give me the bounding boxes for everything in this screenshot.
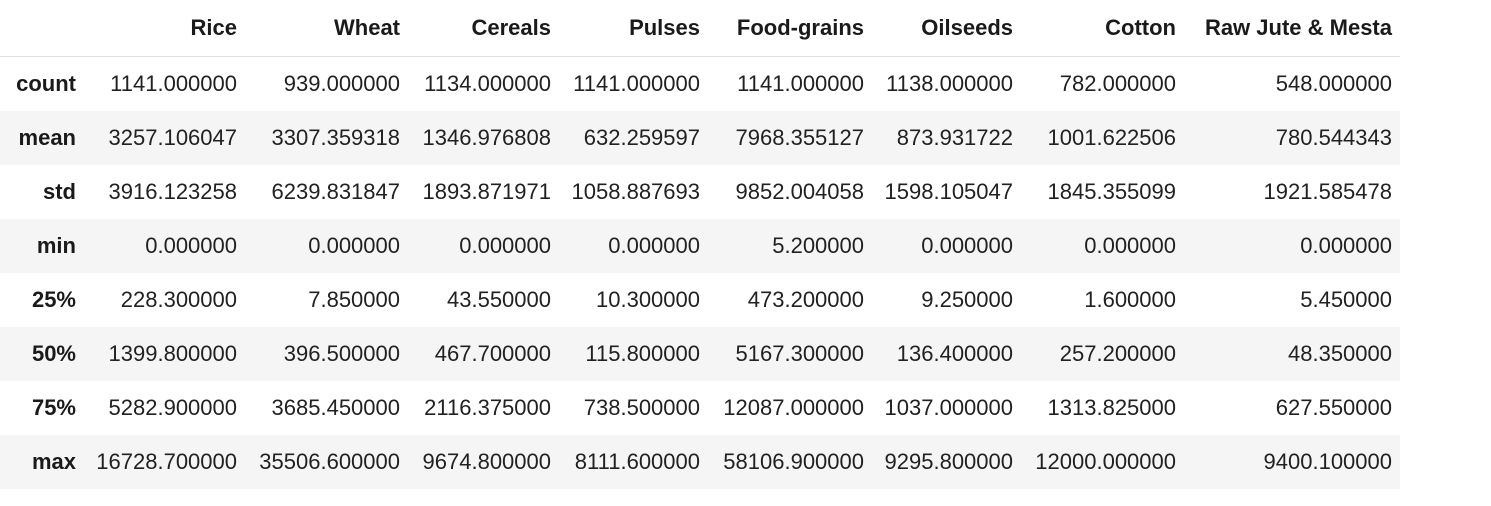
table-cell-75-wheat: 3685.450000 [271, 395, 400, 420]
table-cell-mean-cotton: 1001.622506 [1047, 125, 1176, 150]
table-cell-max-oilseeds: 9295.800000 [884, 449, 1013, 474]
table-cell-max-wheat: 35506.600000 [259, 449, 400, 474]
table-cell-25-wheat: 7.850000 [308, 287, 400, 312]
table-cell-count-cereals: 1134.000000 [424, 71, 551, 96]
row-label-max: max [31, 449, 76, 474]
table-cell-75-pulses: 738.500000 [583, 395, 700, 420]
table-cell-min-wheat: 0.000000 [308, 233, 400, 258]
row-label-mean: mean [18, 125, 76, 150]
table-row-min: min 0.000000 0.000000 0.000000 0.000000 5.200… [0, 219, 1400, 273]
table-cell-50-wheat: 396.500000 [283, 341, 400, 366]
table-row-75: 75% 5282.900000 3685.450000 2116.375000 738.… [0, 381, 1400, 435]
table-cell-mean-pulses: 632.259597 [583, 125, 700, 150]
table-cell-max-cereals: 9674.800000 [422, 449, 551, 474]
table-cell-mean-oilseeds: 873.931722 [896, 125, 1013, 150]
table-cell-50-oilseeds: 136.400000 [896, 341, 1013, 366]
table-cell-50-pulses: 115.800000 [585, 341, 700, 366]
table-cell-min-pulses: 0.000000 [608, 233, 700, 258]
table-cell-25-rice: 228.300000 [120, 287, 237, 312]
column-header-wheat: Wheat [245, 0, 408, 57]
column-header-cotton: Cotton [1021, 0, 1184, 57]
row-label-50: 50% [31, 341, 76, 366]
table-cell-std-raw-jute-mesta: 1921.585478 [1263, 179, 1392, 204]
table-row-std: std 3916.123258 6239.831847 1893.871971 1058… [0, 165, 1400, 219]
table-cell-std-cereals: 1893.871971 [422, 179, 551, 204]
table-cell-count-pulses: 1141.000000 [573, 71, 700, 96]
table-cell-50-food-grains: 5167.300000 [735, 341, 864, 366]
table-cell-min-food-grains: 5.200000 [772, 233, 864, 258]
table-row-25: 25% 228.300000 7.850000 43.550000 10.300000 4… [0, 273, 1400, 327]
table-cell-std-rice: 3916.123258 [108, 179, 237, 204]
table-cell-max-rice: 16728.700000 [96, 449, 237, 474]
table-cell-min-rice: 0.000000 [145, 233, 237, 258]
table-cell-count-rice: 1141.000000 [110, 71, 237, 96]
table-cell-25-food-grains: 473.200000 [747, 287, 864, 312]
table-cell-std-cotton: 1845.355099 [1047, 179, 1176, 204]
table-cell-25-pulses: 10.300000 [596, 287, 700, 312]
table-cell-50-raw-jute-mesta: 48.350000 [1288, 341, 1392, 366]
table-cell-25-cotton: 1.600000 [1084, 287, 1176, 312]
column-header-pulses: Pulses [559, 0, 708, 57]
table-cell-min-oilseeds: 0.000000 [921, 233, 1013, 258]
column-header-oilseeds: Oilseeds [872, 0, 1021, 57]
column-header-food-grains: Food-grains [708, 0, 872, 57]
row-label-std: std [43, 179, 76, 204]
table-cell-count-raw-jute-mesta: 548.000000 [1275, 71, 1392, 96]
table-cell-std-oilseeds: 1598.105047 [884, 179, 1013, 204]
table-cell-25-cereals: 43.550000 [447, 287, 551, 312]
table-cell-25-oilseeds: 9.250000 [921, 287, 1013, 312]
table-cell-mean-rice: 3257.106047 [108, 125, 237, 150]
row-label-count: count [16, 71, 76, 96]
table-cell-count-oilseeds: 1138.000000 [886, 71, 1013, 96]
table-cell-50-cereals: 467.700000 [434, 341, 551, 366]
table-cell-50-rice: 1399.800000 [108, 341, 237, 366]
table-cell-75-cotton: 1313.825000 [1047, 395, 1176, 420]
table-header-row: Rice Wheat Cereals Pulses Food-grains Oilseed… [0, 0, 1400, 57]
table-cell-std-pulses: 1058.887693 [571, 179, 700, 204]
table-cell-count-cotton: 782.000000 [1059, 71, 1176, 96]
column-header-rice: Rice [84, 0, 245, 57]
column-header-cereals: Cereals [408, 0, 559, 57]
table-cell-mean-cereals: 1346.976808 [422, 125, 551, 150]
table-cell-mean-food-grains: 7968.355127 [735, 125, 864, 150]
table-cell-25-raw-jute-mesta: 5.450000 [1300, 287, 1392, 312]
table-cell-75-food-grains: 12087.000000 [723, 395, 864, 420]
column-header-raw-jute-mesta: Raw Jute & Mesta [1184, 0, 1400, 57]
table-cell-min-cereals: 0.000000 [459, 233, 551, 258]
table-cell-max-cotton: 12000.000000 [1035, 449, 1176, 474]
row-label-25: 25% [31, 287, 76, 312]
table-cell-max-pulses: 8111.600000 [574, 449, 700, 474]
table-row-count: count 1141.000000 939.000000 1134.000000 114… [0, 56, 1400, 111]
table-cell-max-food-grains: 58106.900000 [723, 449, 864, 474]
table-cell-50-cotton: 257.200000 [1059, 341, 1176, 366]
table-cell-count-wheat: 939.000000 [283, 71, 400, 96]
table-cell-max-raw-jute-mesta: 9400.100000 [1263, 449, 1392, 474]
table-cell-75-cereals: 2116.375000 [424, 395, 551, 420]
dataframe-describe-table: Rice Wheat Cereals Pulses Food-grains Oilseed… [0, 0, 1400, 489]
table-cell-min-cotton: 0.000000 [1084, 233, 1176, 258]
table-row-max: max 16728.700000 35506.600000 9674.800000 81… [0, 435, 1400, 489]
table-cell-min-raw-jute-mesta: 0.000000 [1300, 233, 1392, 258]
table-cell-count-food-grains: 1141.000000 [737, 71, 864, 96]
table-cell-mean-wheat: 3307.359318 [271, 125, 400, 150]
row-label-75: 75% [31, 395, 76, 420]
table-row-mean: mean 3257.106047 3307.359318 1346.976808 632… [0, 111, 1400, 165]
table-row-50: 50% 1399.800000 396.500000 467.700000 115.80… [0, 327, 1400, 381]
table-cell-std-food-grains: 9852.004058 [735, 179, 864, 204]
table-cell-75-rice: 5282.900000 [108, 395, 237, 420]
statistics-table: Rice Wheat Cereals Pulses Food-grains Oilseed… [0, 0, 1400, 489]
table-cell-75-raw-jute-mesta: 627.550000 [1275, 395, 1392, 420]
table-cell-std-wheat: 6239.831847 [271, 179, 400, 204]
table-cell-mean-raw-jute-mesta: 780.544343 [1275, 125, 1392, 150]
corner-cell [0, 0, 84, 57]
row-label-min: min [36, 233, 76, 258]
table-cell-75-oilseeds: 1037.000000 [884, 395, 1013, 420]
